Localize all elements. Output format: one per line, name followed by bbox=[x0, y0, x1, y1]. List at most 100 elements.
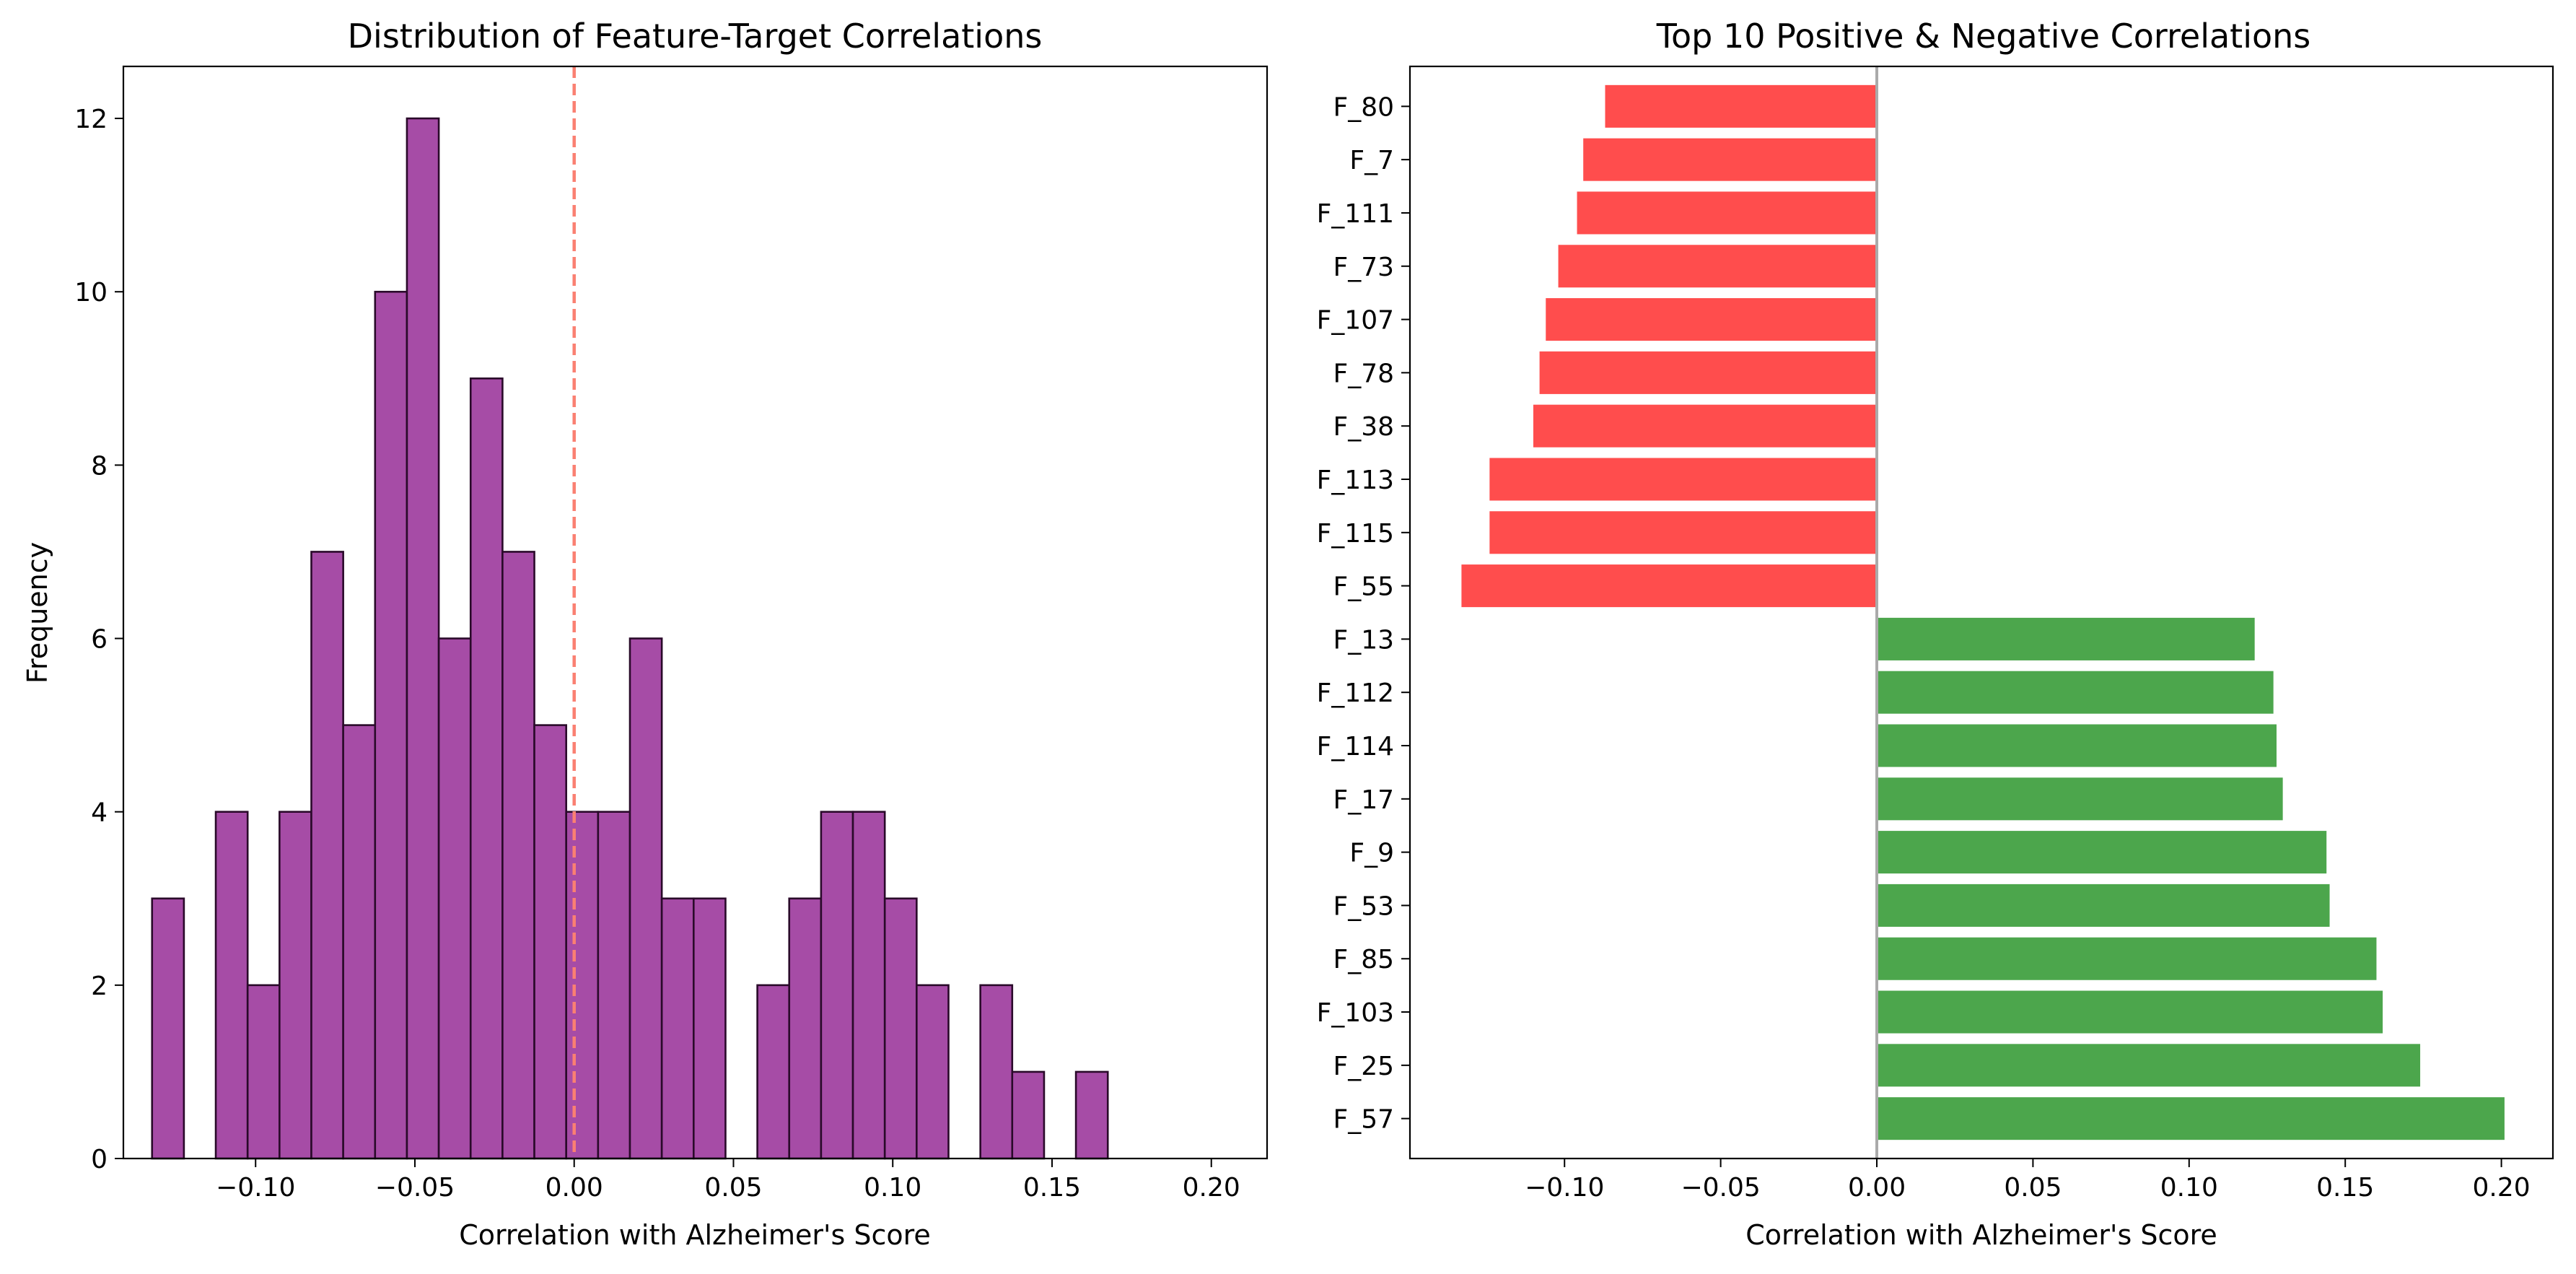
histogram-y-ticks: 0 2 4 6 8 10 12 bbox=[74, 105, 123, 1174]
histogram-x-tick-label: 0.00 bbox=[546, 1173, 603, 1203]
negative-correlation-bar bbox=[1583, 138, 1878, 181]
histogram-title: Distribution of Feature-Target Correlati… bbox=[348, 17, 1043, 56]
histogram-bar bbox=[342, 724, 377, 1160]
bar-chart-x-tick-label: 0.00 bbox=[1848, 1173, 1906, 1203]
positive-correlation-bar bbox=[1877, 990, 2383, 1034]
bar-chart-feature-label: F_107 bbox=[1317, 306, 1394, 336]
bar-chart-feature-label: F_17 bbox=[1333, 785, 1394, 815]
histogram-bar bbox=[533, 724, 567, 1160]
histogram-bar bbox=[788, 897, 823, 1160]
bar-chart-feature-label: F_53 bbox=[1333, 891, 1394, 921]
bar-chart-feature-label: F_85 bbox=[1333, 945, 1394, 974]
histogram-y-tick-label: 2 bbox=[91, 972, 108, 1001]
negative-correlation-bar bbox=[1533, 404, 1878, 448]
bar-chart-feature-label: F_114 bbox=[1317, 732, 1394, 762]
histogram-x-axis-label: Correlation with Alzheimer's Score bbox=[459, 1219, 931, 1251]
negative-correlation-bar bbox=[1605, 84, 1878, 128]
positive-correlation-bar bbox=[1877, 883, 2330, 927]
histogram-y-tick-label: 4 bbox=[91, 798, 108, 828]
histogram-bar bbox=[660, 897, 695, 1160]
bar-chart-x-tick-label: −0.05 bbox=[1681, 1173, 1760, 1203]
histogram-x-tick-label: −0.10 bbox=[216, 1173, 295, 1203]
negative-correlation-bar bbox=[1558, 245, 1878, 288]
histogram-y-tick-label: 6 bbox=[91, 625, 108, 655]
bar-chart-x-tick-label: 0.20 bbox=[2473, 1173, 2531, 1203]
positive-correlation-bar bbox=[1877, 1044, 2421, 1087]
bar-chart-x-ticks: −0.10 −0.05 0.00 0.05 0.10 0.15 0.20 bbox=[1525, 1159, 2531, 1203]
histogram-bar bbox=[597, 811, 631, 1160]
bar-chart-feature-label: F_13 bbox=[1333, 625, 1394, 655]
negative-correlation-bar bbox=[1577, 191, 1878, 235]
bar-chart-feature-label: F_115 bbox=[1317, 519, 1394, 549]
negative-correlation-bar bbox=[1539, 351, 1878, 394]
histogram-bar bbox=[469, 377, 504, 1160]
correlation-bars bbox=[1461, 84, 2505, 1140]
bar-chart-feature-label: F_103 bbox=[1317, 998, 1394, 1028]
correlation-bar-panel: Top 10 Positive & Negative Correlations … bbox=[1317, 17, 2554, 1251]
positive-correlation-bar bbox=[1877, 1097, 2505, 1140]
histogram-bar bbox=[437, 637, 472, 1160]
positive-correlation-bar bbox=[1877, 671, 2274, 714]
histogram-bar bbox=[883, 897, 918, 1160]
positive-correlation-bar bbox=[1877, 777, 2283, 821]
bar-chart-feature-label: F_9 bbox=[1349, 839, 1394, 868]
histogram-y-tick-label: 0 bbox=[91, 1145, 108, 1174]
histogram-bar bbox=[851, 811, 886, 1160]
bar-chart-x-tick-label: −0.10 bbox=[1525, 1173, 1604, 1203]
positive-correlation-bar bbox=[1877, 937, 2377, 980]
negative-correlation-bar bbox=[1489, 511, 1878, 554]
bar-chart-title: Top 10 Positive & Negative Correlations bbox=[1656, 17, 2311, 56]
histogram-x-tick-label: 0.05 bbox=[704, 1173, 762, 1203]
histogram-x-tick-label: 0.20 bbox=[1183, 1173, 1240, 1203]
bar-chart-feature-label: F_38 bbox=[1333, 412, 1394, 442]
negative-correlation-bar bbox=[1489, 458, 1878, 501]
histogram-y-axis-label: Frequency bbox=[22, 542, 53, 684]
bar-chart-feature-label: F_7 bbox=[1349, 146, 1394, 175]
bar-chart-plot-frame bbox=[1409, 65, 2554, 1160]
positive-correlation-bar bbox=[1877, 617, 2255, 660]
histogram-bar bbox=[565, 811, 600, 1160]
histogram-x-tick-label: −0.05 bbox=[375, 1173, 455, 1203]
histogram-bar bbox=[501, 551, 535, 1160]
histogram-bar bbox=[820, 811, 854, 1160]
bar-chart-feature-label: F_25 bbox=[1333, 1052, 1394, 1081]
histogram-bar bbox=[916, 984, 950, 1160]
histogram-plot-frame bbox=[122, 65, 1269, 1160]
histogram-y-tick-label: 10 bbox=[74, 278, 108, 307]
negative-correlation-bar bbox=[1546, 298, 1878, 341]
bar-chart-feature-label: F_112 bbox=[1317, 679, 1394, 708]
histogram-bar bbox=[1074, 1070, 1109, 1160]
histogram-bar bbox=[151, 897, 185, 1160]
histogram-bar bbox=[246, 984, 281, 1160]
histogram-bar bbox=[214, 811, 249, 1160]
histogram-x-ticks: −0.10 −0.05 0.00 0.05 0.10 0.15 0.20 bbox=[216, 1159, 1240, 1203]
bar-chart-feature-label: F_78 bbox=[1333, 359, 1394, 388]
histogram-bar bbox=[374, 290, 408, 1160]
histogram-x-tick-label: 0.10 bbox=[864, 1173, 921, 1203]
positive-correlation-bar bbox=[1877, 831, 2327, 874]
histogram-y-tick-label: 12 bbox=[74, 105, 108, 134]
positive-correlation-bar bbox=[1877, 724, 2277, 767]
histogram-bar bbox=[692, 897, 727, 1160]
histogram-bar bbox=[628, 637, 663, 1160]
histogram-x-tick-label: 0.15 bbox=[1023, 1173, 1081, 1203]
bar-chart-feature-label: F_57 bbox=[1333, 1105, 1394, 1135]
bar-chart-x-axis-label: Correlation with Alzheimer's Score bbox=[1745, 1219, 2217, 1251]
histogram-panel: Distribution of Feature-Target Correlati… bbox=[22, 17, 1269, 1251]
negative-correlation-bar bbox=[1461, 564, 1878, 608]
bar-chart-feature-label: F_80 bbox=[1333, 92, 1394, 122]
histogram-bar bbox=[406, 117, 440, 1160]
histogram-bar bbox=[1011, 1070, 1046, 1160]
bar-chart-x-tick-label: 0.10 bbox=[2160, 1173, 2218, 1203]
bar-chart-x-tick-label: 0.15 bbox=[2316, 1173, 2374, 1203]
histogram-bar bbox=[310, 551, 344, 1160]
histogram-y-tick-label: 8 bbox=[91, 451, 108, 481]
bar-chart-feature-label: F_73 bbox=[1333, 253, 1394, 282]
bar-chart-feature-label: F_113 bbox=[1317, 466, 1394, 495]
histogram-bar bbox=[756, 984, 791, 1160]
bar-chart-y-ticks: F_57 F_25 F_103 F_85 F_53 F_9 F_17 F_114 F_112 F_… bbox=[1317, 92, 1410, 1135]
histogram-bar bbox=[979, 984, 1014, 1160]
bar-chart-feature-label: F_111 bbox=[1317, 199, 1394, 229]
histogram-bar bbox=[279, 811, 312, 1160]
